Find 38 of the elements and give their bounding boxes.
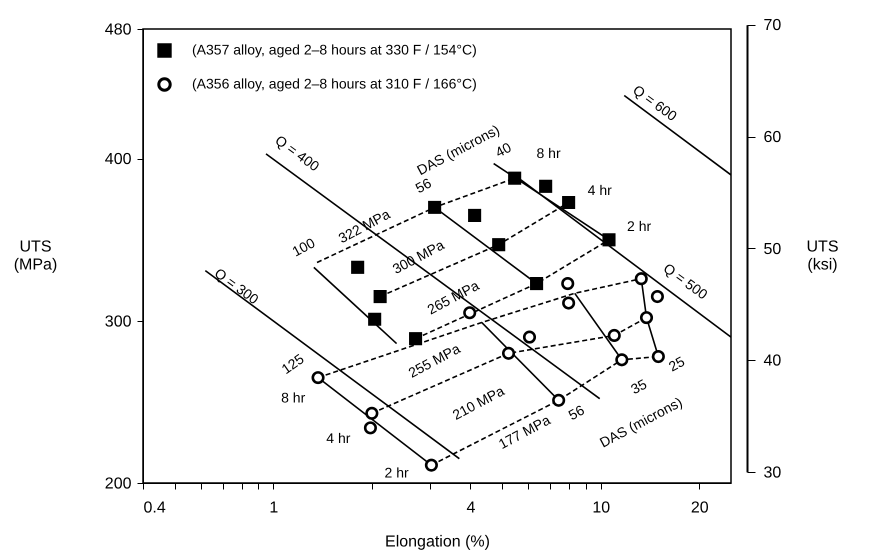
x-axis-title: Elongation (%) — [385, 534, 490, 550]
annotation: 4 hr — [326, 430, 351, 446]
annotation: 255 MPa — [406, 340, 463, 381]
x-tick-label: 10 — [592, 500, 610, 516]
annotation: 125 — [278, 350, 307, 378]
annotation: 8 hr — [536, 144, 561, 161]
x-tick-label: 4 — [466, 500, 476, 516]
y2-tick-label: 60 — [764, 129, 782, 146]
y2-tick-label: 50 — [764, 240, 782, 258]
annotation: 40 — [492, 138, 514, 160]
annotation: 265 MPa — [424, 276, 482, 318]
annotation: 8 hr — [281, 390, 306, 406]
x-tick-label: 20 — [690, 500, 709, 516]
annotation: 25 — [666, 352, 688, 374]
annotation: Q = 600 — [630, 82, 680, 124]
annotation: 35 — [628, 376, 650, 398]
y2-tick-label: 30 — [764, 464, 782, 482]
x-tick-label: 0.4 — [144, 500, 166, 516]
y2-axis-title: UTS (ksi) — [806, 238, 838, 274]
y2-tick-label: 70 — [764, 17, 782, 34]
annotation: 56 — [412, 174, 434, 196]
y2-tick-label: 40 — [764, 352, 782, 370]
y-tick-label: 480 — [104, 22, 132, 38]
annotation: 56 — [566, 402, 588, 424]
legend-label: (A357 alloy, aged 2–8 hours at 330 F / 154°C) — [192, 42, 477, 58]
legend-label: (A356 alloy, aged 2–8 hours at 310 F / 166°C) — [192, 76, 477, 92]
annotation: 2 hr — [627, 218, 652, 234]
y-tick-label: 300 — [104, 313, 132, 330]
annotation: 4 hr — [588, 182, 612, 198]
annotation: 2 hr — [384, 464, 409, 480]
x-tick-label: 1 — [269, 500, 278, 516]
y-tick-label: 400 — [104, 151, 132, 168]
y-axis-title: UTS (MPa) — [14, 238, 58, 274]
annotation: 100 — [289, 234, 318, 260]
y-tick-label: 200 — [104, 476, 132, 492]
annotation: Q = 400 — [272, 132, 323, 174]
annotation: Q = 300 — [212, 264, 262, 308]
annotation: Q = 500 — [660, 260, 711, 302]
